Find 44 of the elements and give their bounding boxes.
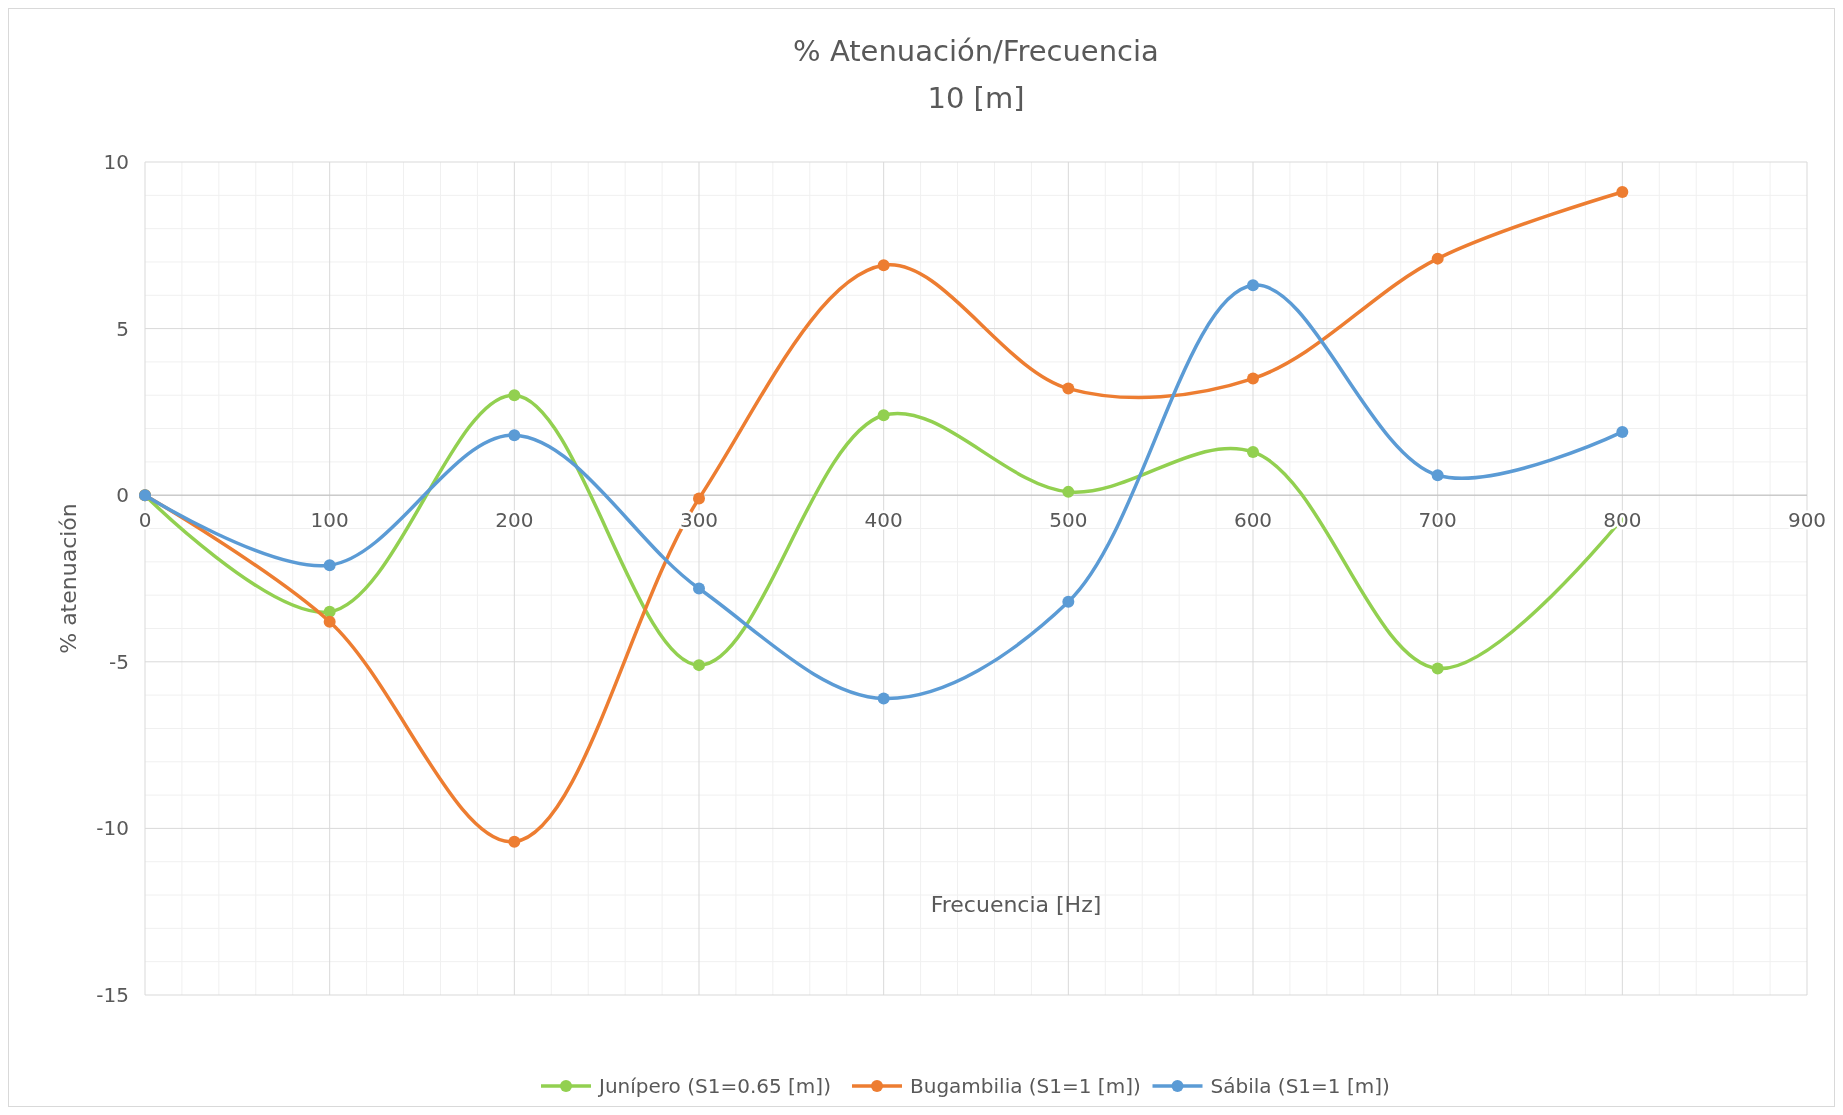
y-tick-label: -5	[109, 649, 129, 674]
point	[1616, 425, 1629, 438]
x-tick-label: 200	[495, 508, 534, 533]
x-tick-label: 900	[1787, 508, 1827, 533]
point	[1431, 662, 1444, 675]
point	[693, 492, 705, 505]
point	[877, 409, 890, 422]
legend-label: Junípero (S1=0.65 [m])	[597, 1074, 831, 1098]
legend-label: Bugambilia (S1=1 [m])	[910, 1074, 1141, 1098]
y-tick-label: -15	[96, 983, 129, 1007]
point	[508, 429, 521, 442]
point	[323, 605, 336, 618]
point	[1247, 445, 1259, 458]
point	[508, 389, 521, 402]
x-tick-label: 400	[864, 508, 903, 533]
point	[1062, 382, 1075, 395]
x-tick-label: 0	[138, 508, 152, 533]
point	[1616, 185, 1629, 198]
point	[323, 615, 336, 628]
x-tick-label: 600	[1233, 508, 1273, 533]
y-tick-label: 5	[116, 316, 129, 341]
chart-title: % Atenuación/Frecuencia	[793, 34, 1159, 68]
point	[1431, 252, 1444, 265]
legend-label: Sábila (S1=1 [m])	[1210, 1074, 1390, 1098]
point	[877, 692, 890, 705]
chart-subtitle: 10 [m]	[927, 81, 1025, 115]
y-tick-label: -10	[96, 816, 129, 841]
x-tick-label: 100	[310, 508, 349, 533]
y-axis-title: % atenuación	[56, 503, 81, 654]
point	[1247, 372, 1259, 385]
point	[1062, 595, 1075, 608]
x-tick-label: 700	[1418, 508, 1457, 533]
point	[1062, 485, 1075, 498]
point	[323, 559, 336, 572]
y-tick-label: 10	[103, 150, 129, 174]
point	[877, 259, 890, 272]
y-tick-label: 0	[116, 483, 129, 508]
point	[693, 659, 705, 672]
x-tick-label: 500	[1049, 508, 1088, 533]
point	[1247, 279, 1259, 292]
point	[1431, 469, 1444, 482]
point	[693, 582, 705, 595]
point	[508, 835, 521, 848]
x-axis-title: Frecuencia [Hz]	[930, 891, 1102, 917]
